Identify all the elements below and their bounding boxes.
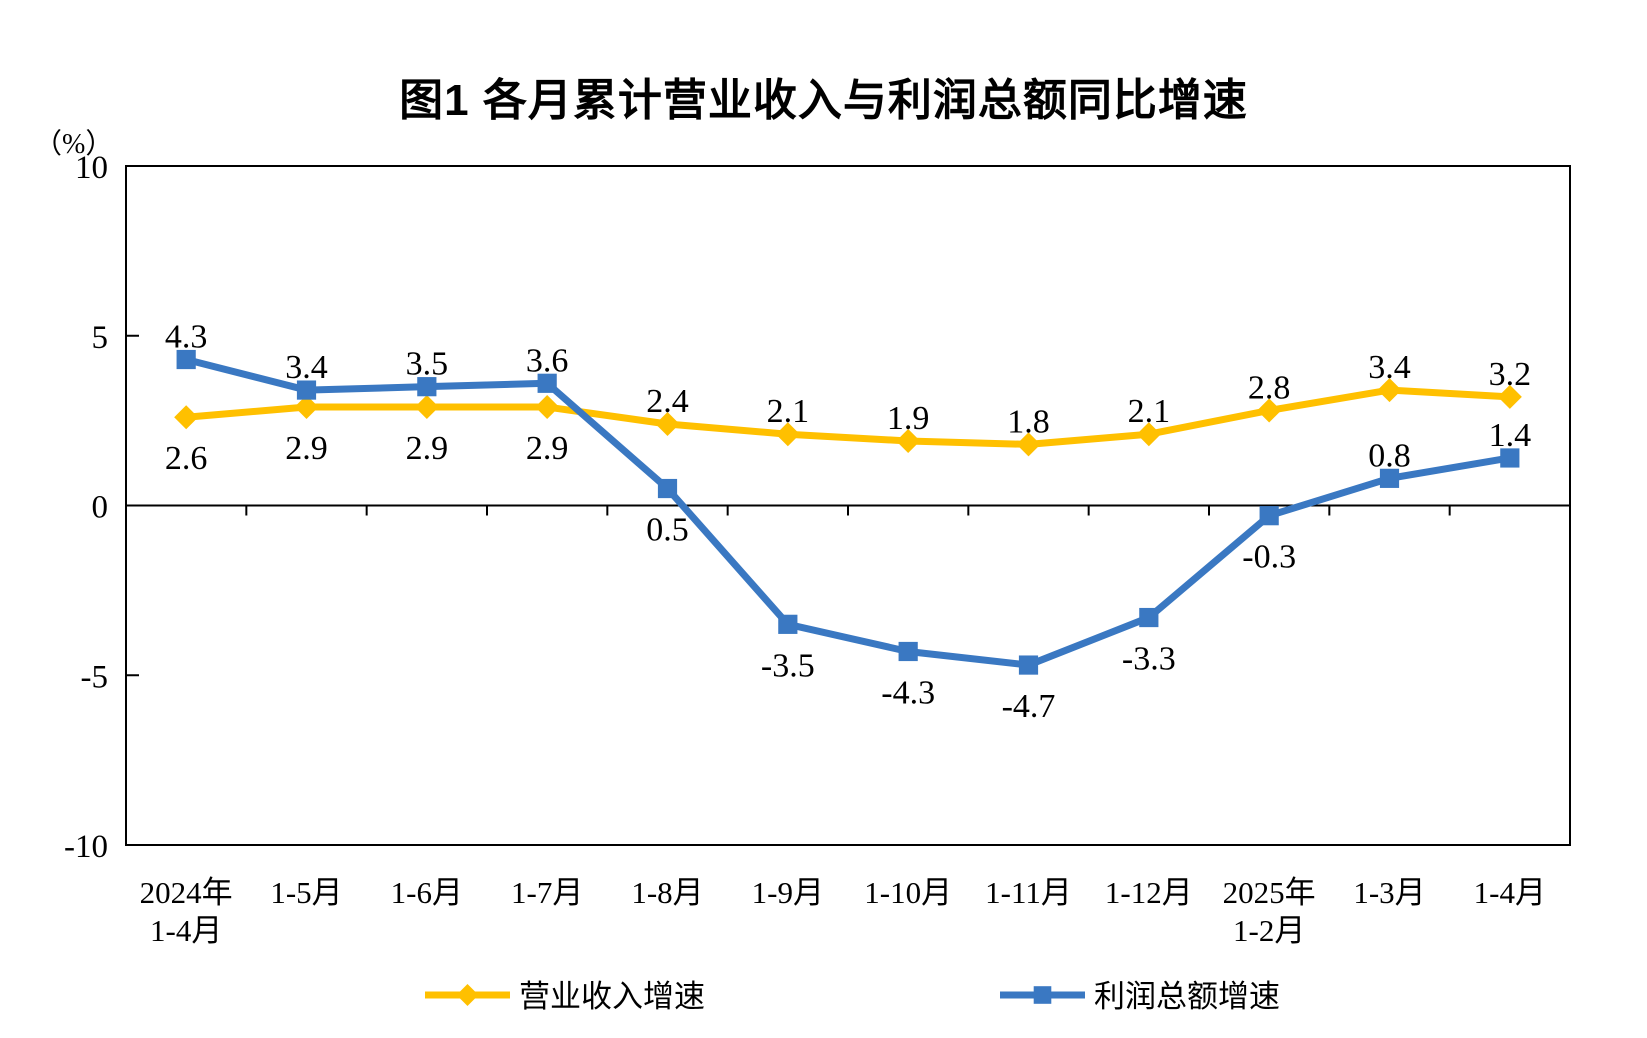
x-category-label-0: 2024年 — [140, 875, 233, 910]
x-category-label-7: 1-11月 — [985, 875, 1072, 910]
series-1-marker-8 — [1139, 607, 1159, 628]
series-0-marker-8 — [1136, 422, 1161, 447]
x-category-label-2: 1-6月 — [391, 875, 463, 910]
series-0-value-label-0: 2.6 — [165, 440, 208, 477]
series-1-value-label-9: -0.3 — [1242, 539, 1296, 576]
x-category-label-3: 1-7月 — [511, 875, 583, 910]
series-0-value-label-3: 2.9 — [526, 430, 569, 467]
series-0-value-label-2: 2.9 — [406, 430, 449, 467]
x-category-label-11: 1-4月 — [1474, 875, 1546, 910]
legend-label-0: 营业收入增速 — [519, 979, 705, 1014]
series-0-marker-2 — [414, 395, 439, 420]
x-category-label-9: 1-2月 — [1233, 913, 1305, 948]
series-1-marker-0 — [176, 349, 196, 370]
y-tick-label-0: 0 — [92, 490, 109, 526]
series-1-marker-4 — [657, 478, 678, 499]
x-category-label-10: 1-3月 — [1353, 875, 1425, 910]
series-0-marker-1 — [294, 395, 319, 420]
x-category-label-6: 1-10月 — [864, 875, 952, 910]
series-1-value-label-0: 4.3 — [165, 319, 208, 356]
series-0-marker-6 — [896, 428, 921, 453]
series-1-marker-2 — [417, 377, 437, 397]
series-1-value-label-8: -3.3 — [1122, 641, 1176, 678]
series-0-value-label-1: 2.9 — [285, 430, 328, 467]
y-tick-label-5: 5 — [92, 320, 109, 356]
series-1-marker-1 — [296, 380, 317, 400]
x-category-label-1: 1-5月 — [270, 875, 342, 910]
legend-item-1: 利润总额增速 — [1000, 979, 1280, 1014]
series-1-marker-5 — [778, 614, 798, 634]
series-1-value-label-3: 3.6 — [526, 342, 569, 379]
series-1-marker-11 — [1500, 448, 1520, 468]
legend-marker-0 — [456, 984, 479, 1006]
x-category-label-5: 1-9月 — [752, 875, 824, 910]
series-0-marker-7 — [1016, 432, 1041, 457]
series-1-value-label-5: -3.5 — [761, 647, 815, 684]
series-0-marker-10 — [1377, 378, 1402, 403]
series-1-marker-3 — [537, 373, 557, 393]
series-1-value-label-6: -4.3 — [881, 674, 935, 711]
y-tick-label-10: 10 — [75, 150, 108, 186]
series-0-marker-9 — [1257, 398, 1282, 423]
legend-label-1: 利润总额增速 — [1094, 979, 1280, 1014]
series-1-marker-6 — [898, 641, 918, 662]
y-tick-label--10: -10 — [64, 829, 108, 865]
series-1-value-label-7: -4.7 — [1002, 688, 1056, 725]
series-1-value-label-10: 0.8 — [1368, 437, 1411, 474]
legend-marker-1 — [1033, 986, 1052, 1004]
series-0-value-label-8: 2.1 — [1128, 393, 1171, 430]
y-tick-label--5: -5 — [81, 659, 109, 695]
series-0-value-label-9: 2.8 — [1248, 369, 1291, 406]
series-line-1 — [182, 356, 1514, 669]
series-0-marker-4 — [655, 412, 680, 437]
x-category-label-0: 1-4月 — [150, 913, 222, 948]
series-1-value-label-4: 0.5 — [646, 512, 689, 549]
series-0-value-label-7: 1.8 — [1007, 403, 1050, 440]
series-1-marker-10 — [1379, 468, 1400, 488]
series-1-value-label-2: 3.5 — [406, 346, 449, 383]
series-line-0 — [182, 386, 1514, 448]
series-0-value-label-10: 3.4 — [1368, 349, 1411, 386]
series-0-value-label-6: 1.9 — [887, 400, 930, 437]
y-axis-unit-label: （%） — [34, 129, 114, 160]
series-1-marker-9 — [1259, 506, 1279, 526]
x-category-label-8: 1-12月 — [1105, 875, 1193, 910]
series-1-marker-7 — [1018, 655, 1039, 675]
chart-title: 图1 各月累计营业收入与利润总额同比增速 — [399, 76, 1248, 125]
series-0-marker-0 — [174, 405, 199, 430]
series-1-value-label-11: 1.4 — [1489, 417, 1532, 454]
x-category-label-9: 2025年 — [1223, 875, 1316, 910]
series-0-marker-5 — [775, 422, 800, 447]
series-0-value-label-11: 3.2 — [1489, 356, 1532, 393]
series-0-marker-3 — [535, 395, 560, 420]
series-0-value-label-5: 2.1 — [767, 393, 810, 430]
x-category-label-4: 1-8月 — [631, 875, 703, 910]
series-0-value-label-4: 2.4 — [646, 383, 689, 420]
legend-item-0: 营业收入增速 — [425, 979, 705, 1014]
series-0-marker-11 — [1497, 384, 1522, 409]
series-1-value-label-1: 3.4 — [285, 349, 328, 386]
